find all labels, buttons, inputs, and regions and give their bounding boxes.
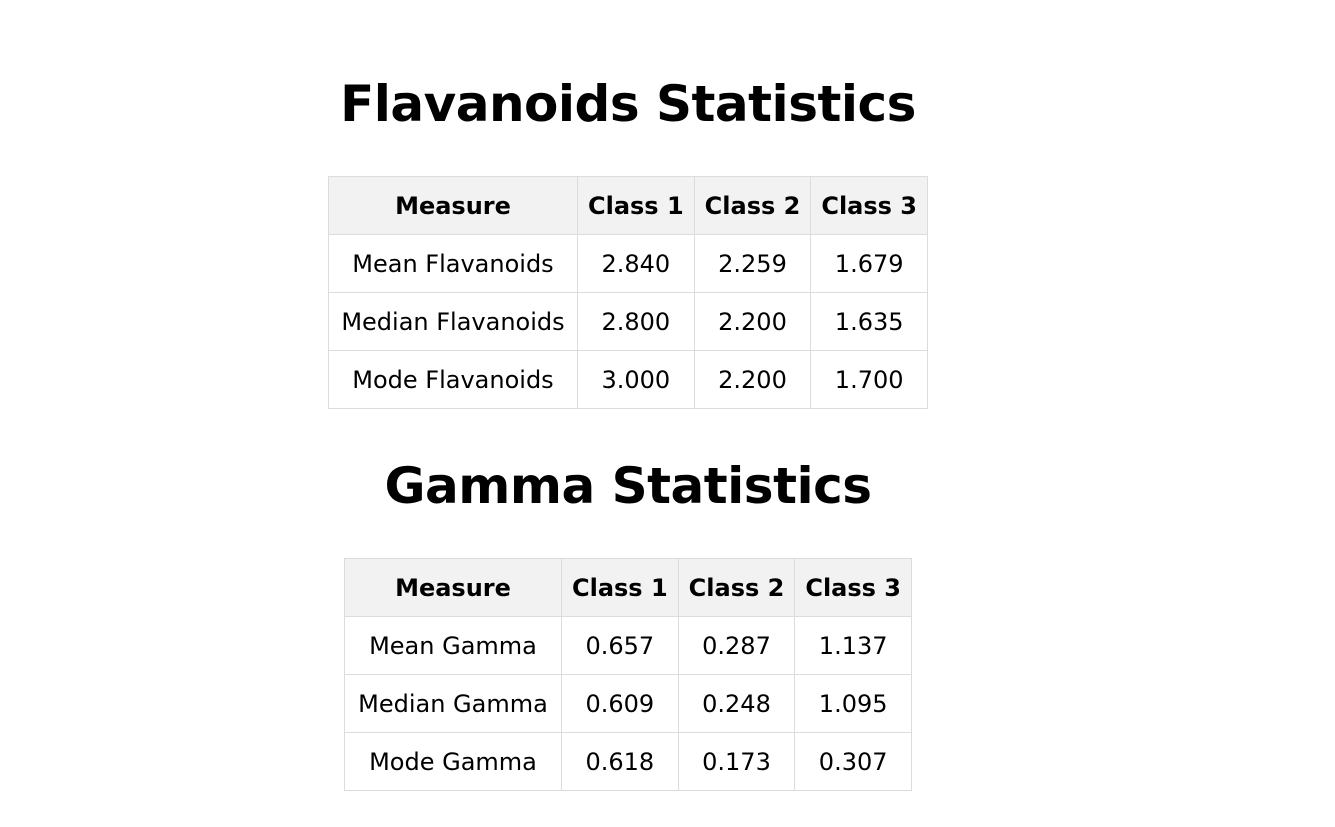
value-cell: 2.259 — [693, 234, 812, 293]
value-cell: 0.173 — [677, 732, 796, 791]
table-row: Mode Gamma 0.618 0.173 0.307 — [343, 732, 912, 791]
value-cell: 2.200 — [693, 292, 812, 351]
value-cell: 2.200 — [693, 350, 812, 409]
flavanoids-title: Flavanoids Statistics — [340, 75, 916, 133]
measure-cell: Mode Gamma — [343, 732, 562, 791]
value-cell: 2.840 — [576, 234, 695, 293]
header-class-2: Class 2 — [693, 176, 812, 235]
header-class-1: Class 1 — [576, 176, 695, 235]
header-class-3: Class 3 — [810, 176, 928, 235]
flavanoids-table: Measure Class 1 Class 2 Class 3 Mean Fla… — [327, 176, 928, 409]
table-row: Mode Flavanoids 3.000 2.200 1.700 — [327, 350, 928, 409]
value-cell: 0.609 — [560, 674, 679, 733]
header-class-1: Class 1 — [560, 558, 679, 617]
table-row: Mean Flavanoids 2.840 2.259 1.679 — [327, 234, 928, 293]
measure-cell: Median Gamma — [343, 674, 562, 733]
measure-cell: Mean Gamma — [343, 616, 562, 675]
header-measure: Measure — [343, 558, 562, 617]
value-cell: 0.248 — [677, 674, 796, 733]
flavanoids-section: Flavanoids Statistics Measure Class 1 Cl… — [0, 74, 1256, 409]
gamma-table: Measure Class 1 Class 2 Class 3 Mean Gam… — [343, 558, 912, 791]
header-class-3: Class 3 — [794, 558, 912, 617]
value-cell: 0.657 — [560, 616, 679, 675]
gamma-title: Gamma Statistics — [384, 457, 872, 515]
value-cell: 1.137 — [794, 616, 912, 675]
table-row: Median Flavanoids 2.800 2.200 1.635 — [327, 292, 928, 351]
value-cell: 1.679 — [810, 234, 928, 293]
gamma-section: Gamma Statistics Measure Class 1 Class 2… — [0, 456, 1256, 791]
table-row: Median Gamma 0.609 0.248 1.095 — [343, 674, 912, 733]
value-cell: 3.000 — [576, 350, 695, 409]
value-cell: 0.287 — [677, 616, 796, 675]
table-header-row: Measure Class 1 Class 2 Class 3 — [327, 176, 928, 235]
header-measure: Measure — [327, 176, 578, 235]
value-cell: 2.800 — [576, 292, 695, 351]
value-cell: 1.635 — [810, 292, 928, 351]
measure-cell: Mode Flavanoids — [327, 350, 578, 409]
table-header-row: Measure Class 1 Class 2 Class 3 — [343, 558, 912, 617]
value-cell: 0.307 — [794, 732, 912, 791]
measure-cell: Mean Flavanoids — [327, 234, 578, 293]
value-cell: 1.095 — [794, 674, 912, 733]
value-cell: 1.700 — [810, 350, 928, 409]
measure-cell: Median Flavanoids — [327, 292, 578, 351]
table-row: Mean Gamma 0.657 0.287 1.137 — [343, 616, 912, 675]
value-cell: 0.618 — [560, 732, 679, 791]
header-class-2: Class 2 — [677, 558, 796, 617]
